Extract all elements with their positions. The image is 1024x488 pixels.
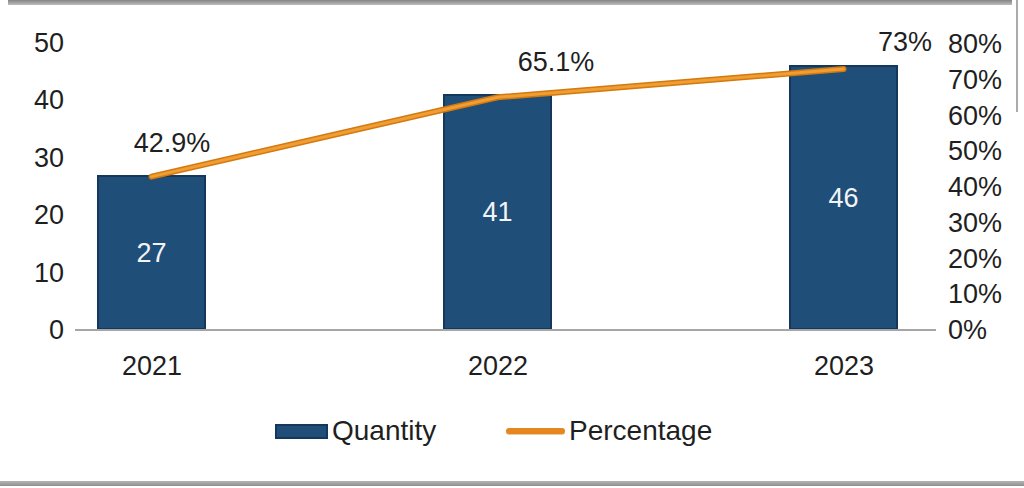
right-axis-tick-80: 80% xyxy=(948,30,1002,58)
right-axis-tick-60: 60% xyxy=(948,102,1002,130)
left-axis-tick-10: 10 xyxy=(0,259,64,287)
right-axis-tick-70: 70% xyxy=(948,66,1002,94)
legend-item-percentage: Percentage xyxy=(506,417,712,445)
left-axis-tick-0: 0 xyxy=(0,316,64,344)
pct-label-2021: 42.9% xyxy=(134,129,211,157)
right-axis-tick-10: 10% xyxy=(948,280,1002,308)
bar-2021: 27 xyxy=(97,175,206,330)
x-axis-line xyxy=(75,329,936,331)
bar-2023: 46 xyxy=(789,65,898,330)
pct-label-2022: 65.1% xyxy=(518,48,595,76)
bar-value-label: 27 xyxy=(136,239,166,267)
left-axis-tick-50: 50 xyxy=(0,29,64,57)
bar-value-label: 41 xyxy=(482,198,512,226)
right-axis-tick-40: 40% xyxy=(948,173,1002,201)
legend-label-percentage: Percentage xyxy=(569,417,712,445)
legend-item-quantity: Quantity xyxy=(275,417,436,445)
bottom-border-strip xyxy=(0,481,1024,486)
right-axis-tick-50: 50% xyxy=(948,137,1002,165)
combo-chart: 50 40 30 20 10 0 80% 70% 60% 50% 40% 30%… xyxy=(0,0,1024,488)
x-axis-label-2023: 2023 xyxy=(774,352,914,380)
x-axis-label-2021: 2021 xyxy=(82,352,222,380)
x-axis-label-2022: 2022 xyxy=(428,352,568,380)
right-axis-tick-20: 20% xyxy=(948,245,1002,273)
bar-2022: 41 xyxy=(443,94,552,330)
right-axis-tick-0: 0% xyxy=(948,316,987,344)
left-axis-tick-40: 40 xyxy=(0,86,64,114)
left-axis-tick-20: 20 xyxy=(0,201,64,229)
right-axis-tick-30: 30% xyxy=(948,209,1002,237)
pct-label-2023: 73% xyxy=(878,28,932,56)
left-axis-tick-30: 30 xyxy=(0,144,64,172)
bar-value-label: 46 xyxy=(828,184,858,212)
percentage-swatch-icon xyxy=(506,428,565,434)
right-border-line xyxy=(1016,0,1018,112)
legend-label-quantity: Quantity xyxy=(332,417,436,445)
quantity-swatch-icon xyxy=(275,424,328,439)
top-border-strip xyxy=(8,0,1012,5)
